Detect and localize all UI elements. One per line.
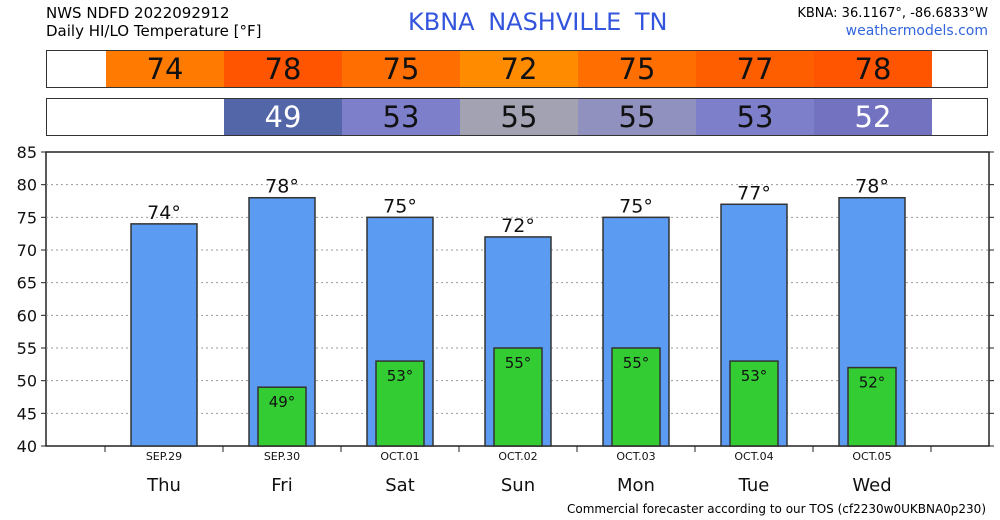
low-temp-strip: 49 53 55 55 53 52: [46, 98, 988, 136]
lo-cell: 55: [578, 99, 696, 135]
lo-cell: 53: [342, 99, 460, 135]
footer-note: Commercial forecaster according to our T…: [566, 502, 986, 516]
hi-cell: 72: [460, 51, 578, 87]
hi-cell: 77: [696, 51, 814, 87]
hi-cell: 75: [342, 51, 460, 87]
lo-cell: 55: [460, 99, 578, 135]
lo-bar-label: 53°: [387, 367, 414, 385]
hi-cell: 74: [106, 51, 224, 87]
y-tick-label: 50: [17, 372, 37, 391]
y-tick-label: 55: [17, 339, 37, 358]
date-label: OCT.04: [734, 450, 773, 463]
lo-bar: [847, 366, 897, 447]
lo-cell: [106, 99, 224, 135]
day-label: Wed: [852, 475, 891, 496]
lo-bar-label: 55°: [623, 354, 650, 372]
hi-cell: 78: [224, 51, 342, 87]
hi-bar-label: 74°: [147, 202, 181, 224]
y-tick-label: 40: [17, 437, 37, 456]
hi-bar-label: 72°: [501, 215, 535, 237]
day-label: Sun: [501, 475, 535, 496]
date-label: SEP.30: [264, 450, 300, 463]
lo-bar-label: 49°: [269, 393, 296, 411]
y-tick-label: 75: [17, 208, 37, 227]
lo-bar: [257, 386, 307, 447]
lo-cell: 53: [696, 99, 814, 135]
day-label: Tue: [738, 475, 770, 496]
hi-bar-label: 75°: [383, 195, 417, 217]
y-tick-label: 70: [17, 241, 37, 260]
high-temp-strip: 74 78 75 72 75 77 78: [46, 50, 988, 88]
date-label: OCT.03: [616, 450, 655, 463]
lo-bar-label: 55°: [505, 354, 532, 372]
lo-cell: 52: [814, 99, 932, 135]
y-tick-label: 65: [17, 274, 37, 293]
date-label: SEP.29: [146, 450, 182, 463]
day-label: Sat: [385, 475, 415, 496]
lo-bar: [611, 347, 661, 447]
day-label: Fri: [271, 475, 292, 496]
lo-bar: [493, 347, 543, 447]
date-label: OCT.05: [852, 450, 891, 463]
day-label: Thu: [146, 475, 181, 496]
hi-bar-label: 78°: [265, 176, 299, 198]
y-tick-label: 60: [17, 306, 37, 325]
y-tick-label: 45: [17, 404, 37, 423]
hi-cell: 75: [578, 51, 696, 87]
hi-bar-label: 77°: [737, 182, 771, 204]
day-label: Mon: [617, 475, 655, 496]
date-label: OCT.01: [380, 450, 419, 463]
date-label: OCT.02: [498, 450, 537, 463]
station-coordinates: KBNA: 36.1167°, -86.6833°W: [797, 6, 988, 21]
lo-bar: [375, 360, 425, 447]
chart-subtitle: Daily HI/LO Temperature [°F]: [46, 22, 262, 40]
hi-bar: [130, 223, 198, 447]
lo-cell: 49: [224, 99, 342, 135]
site-link[interactable]: weathermodels.com: [845, 23, 988, 39]
y-tick-label: 80: [17, 176, 37, 195]
y-tick-label: 85: [17, 143, 37, 162]
model-run-title: NWS NDFD 2022092912: [46, 4, 230, 22]
hi-bar-label: 75°: [619, 195, 653, 217]
lo-bar-label: 52°: [859, 374, 886, 392]
station-title: KBNA NASHVILLE TN: [408, 8, 668, 36]
hi-bar-label: 78°: [855, 176, 889, 198]
lo-bar-label: 53°: [741, 367, 768, 385]
lo-bar: [729, 360, 779, 447]
hi-cell: 78: [814, 51, 932, 87]
